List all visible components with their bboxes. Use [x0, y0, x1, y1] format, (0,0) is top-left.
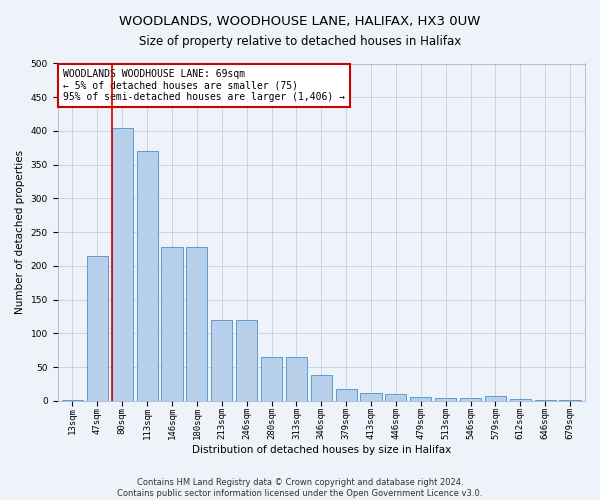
Bar [286, 357, 307, 401]
Text: Contains HM Land Registry data © Crown copyright and database right 2024.
Contai: Contains HM Land Registry data © Crown c… [118, 478, 482, 498]
Text: WOODLANDS WOODHOUSE LANE: 69sqm
← 5% of detached houses are smaller (75)
95% of : WOODLANDS WOODHOUSE LANE: 69sqm ← 5% of … [63, 68, 345, 102]
Bar [62, 400, 83, 401]
Bar [261, 357, 282, 401]
X-axis label: Distribution of detached houses by size in Halifax: Distribution of detached houses by size … [191, 445, 451, 455]
Bar [211, 320, 232, 401]
Bar [510, 399, 531, 401]
Bar [137, 151, 158, 401]
Bar [112, 128, 133, 401]
Bar [161, 247, 182, 401]
Y-axis label: Number of detached properties: Number of detached properties [15, 150, 25, 314]
Bar [535, 400, 556, 401]
Bar [460, 398, 481, 401]
Bar [410, 397, 431, 401]
Bar [186, 247, 208, 401]
Bar [361, 393, 382, 401]
Bar [311, 376, 332, 401]
Bar [435, 398, 456, 401]
Bar [559, 400, 581, 401]
Bar [335, 390, 357, 401]
Bar [385, 394, 406, 401]
Bar [485, 396, 506, 401]
Bar [236, 320, 257, 401]
Bar [87, 256, 108, 401]
Text: WOODLANDS, WOODHOUSE LANE, HALIFAX, HX3 0UW: WOODLANDS, WOODHOUSE LANE, HALIFAX, HX3 … [119, 15, 481, 28]
Text: Size of property relative to detached houses in Halifax: Size of property relative to detached ho… [139, 35, 461, 48]
